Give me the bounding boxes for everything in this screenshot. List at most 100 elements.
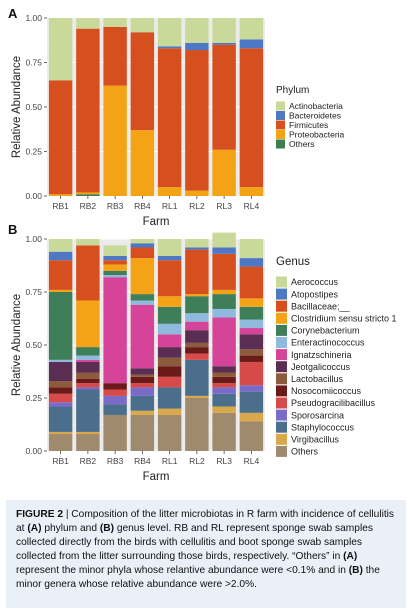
- panel-b-bar-segment: [212, 289, 236, 295]
- panel-b-legend-swatch: [276, 300, 287, 312]
- panel-b-bar-segment: [76, 300, 100, 348]
- panel-b-y-axis-title: Relative Abundance: [11, 294, 23, 396]
- panel-a-bar-segment: [76, 28, 100, 193]
- panel-a-bar-segment: [48, 80, 73, 195]
- panel-b-bar-segment: [76, 347, 100, 356]
- panel-b-bar-segment: [185, 353, 209, 360]
- panel-a-xtick-label: RL3: [216, 201, 232, 211]
- panel-b-legend-swatch: [276, 385, 287, 397]
- panel-a-bar-segment: [103, 26, 127, 86]
- panel-b-ytick-label: 0.50: [25, 340, 42, 350]
- panel-b-label: B: [8, 222, 17, 237]
- panel-b-legend-swatch: [276, 433, 287, 445]
- panel-b-bar-segment: [103, 414, 127, 451]
- panel-a-bar-segment: [239, 18, 264, 40]
- panel-b-bar-segment: [157, 306, 182, 324]
- panel-b-legend-label: Enteractinococcus: [291, 338, 365, 348]
- panel-b-bar-segment: [212, 232, 236, 248]
- panel-b-bar-segment: [76, 431, 100, 435]
- panel-a-legend-swatch: [276, 120, 285, 130]
- panel-b-legend-label: Others: [291, 447, 319, 457]
- panel-b-bar-segment: [157, 239, 182, 256]
- panel-a-bar-segment: [212, 44, 236, 150]
- panel-a-legend-label: Others: [289, 139, 315, 149]
- panel-b-legend-swatch: [276, 276, 287, 288]
- panel-b-legend-label: Staphylococcus: [291, 422, 355, 432]
- panel-a-bar-segment: [103, 18, 127, 27]
- panel-b-x-axis-title: Farm: [143, 471, 170, 483]
- panel-a-xtick-label: RL2: [189, 201, 205, 211]
- panel-b-bar-segment: [76, 389, 100, 432]
- panel-b-bar-segment: [212, 383, 236, 388]
- caption-text-2: phylum and: [41, 523, 100, 534]
- panel-b-bar-segment: [48, 431, 73, 435]
- panel-a-bar-segment: [76, 194, 100, 196]
- panel-b-bar-segment: [157, 414, 182, 451]
- panel-b-legend-label: Atopostipes: [291, 289, 339, 299]
- panel-a-legend-label: Bacteroidetes: [289, 110, 341, 120]
- panel-a-xtick-label: RL4: [244, 201, 260, 211]
- panel-b-legend-label: Corynebacterium: [291, 326, 360, 336]
- panel-a-ytick-label: 0.50: [25, 102, 42, 112]
- panel-b-bar-segment: [103, 389, 127, 396]
- panel-b-bar-segment: [157, 255, 182, 261]
- caption-text-3: genus level. RB and RL represent sponge …: [16, 523, 373, 562]
- panel-a-bar-segment: [48, 194, 73, 196]
- panel-b-bar-segment: [157, 357, 182, 367]
- caption-ref-b1: (B): [99, 523, 114, 534]
- panel-b-bar-segment: [130, 395, 155, 411]
- panel-b-bar-segment: [157, 347, 182, 358]
- figure-caption: FIGURE 2 | Composition of the litter mic…: [6, 500, 406, 608]
- panel-b-bar-segment: [239, 391, 264, 413]
- panel-b-bar-segment: [212, 406, 236, 413]
- panel-b-bar-segment: [103, 404, 127, 415]
- panel-b-bar-segment: [185, 313, 209, 322]
- panel-b-bar-segment: [48, 393, 73, 403]
- panel-b-bar-segment: [239, 385, 264, 392]
- panel-b-bar-segment: [239, 421, 264, 451]
- panel-b-bar-segment: [130, 376, 155, 384]
- panel-b-bar-segment: [212, 308, 236, 318]
- panel-b-bar-segment: [157, 408, 182, 415]
- panel-b-bar-segment: [239, 266, 264, 299]
- panel-b-legend-label: Sporosarcina: [291, 410, 344, 420]
- panel-b-bar-segment: [130, 410, 155, 415]
- panel-b-bar-segment: [239, 319, 264, 329]
- panel-b-legend-title: Genus: [276, 256, 310, 268]
- panel-b-bar-segment: [76, 355, 100, 360]
- panel-b-bar-segment: [130, 387, 155, 396]
- panel-b-bar-segment: [130, 368, 155, 375]
- panel-b-bar-segment: [212, 366, 236, 373]
- panel-b-bar-segment: [185, 294, 209, 297]
- panel-b-bar-segment: [48, 387, 73, 394]
- panel-a-ytick-label: 0.25: [25, 147, 42, 157]
- panel-b-bar-segment: [76, 239, 100, 246]
- panel-b-bar-segment: [48, 434, 73, 451]
- panel-b-ytick-label: 1.00: [25, 234, 42, 244]
- panel-b-bar-segment: [185, 342, 209, 348]
- panel-b-xtick-label: RL4: [244, 456, 260, 466]
- panel-b-bar-segment: [130, 247, 155, 259]
- panel-b-bar-segment: [48, 359, 73, 362]
- panel-b-legend-swatch: [276, 337, 287, 348]
- caption-ref-b2: (B): [348, 565, 363, 576]
- panel-a-legend-swatch: [276, 139, 285, 149]
- panel-a-bar-segment: [76, 18, 100, 29]
- panel-b-bar-segment: [212, 387, 236, 394]
- panel-b-bar-segment: [103, 395, 127, 405]
- panel-b-legend-swatch: [276, 361, 287, 373]
- panel-b-bar-segment: [130, 239, 155, 244]
- panel-b-bar-segment: [103, 270, 127, 276]
- panel-b-bar-segment: [130, 258, 155, 295]
- panel-b-legend-label: Virgibacillus: [291, 434, 339, 444]
- panel-a-bar-segment: [239, 48, 264, 188]
- panel-b-bar-segment: [212, 294, 236, 309]
- panel-b-legend-swatch: [276, 312, 287, 324]
- panel-b-bar-segment: [76, 383, 100, 388]
- panel-a-legend-label: Proteobacteria: [289, 129, 345, 139]
- panel-a-bar-segment: [130, 130, 155, 196]
- panel-b-bar-segment: [157, 296, 182, 307]
- panel-b-xtick-label: RB3: [107, 456, 124, 466]
- panel-b-bar-segment: [76, 359, 100, 362]
